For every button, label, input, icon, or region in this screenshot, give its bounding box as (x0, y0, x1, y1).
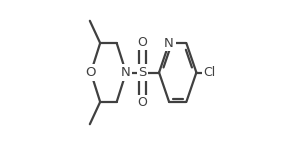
Text: O: O (138, 96, 148, 109)
Text: N: N (164, 37, 174, 50)
Text: S: S (138, 66, 147, 79)
Text: N: N (121, 66, 131, 79)
Text: O: O (86, 66, 96, 79)
Text: O: O (138, 36, 148, 49)
Text: Cl: Cl (203, 66, 215, 79)
